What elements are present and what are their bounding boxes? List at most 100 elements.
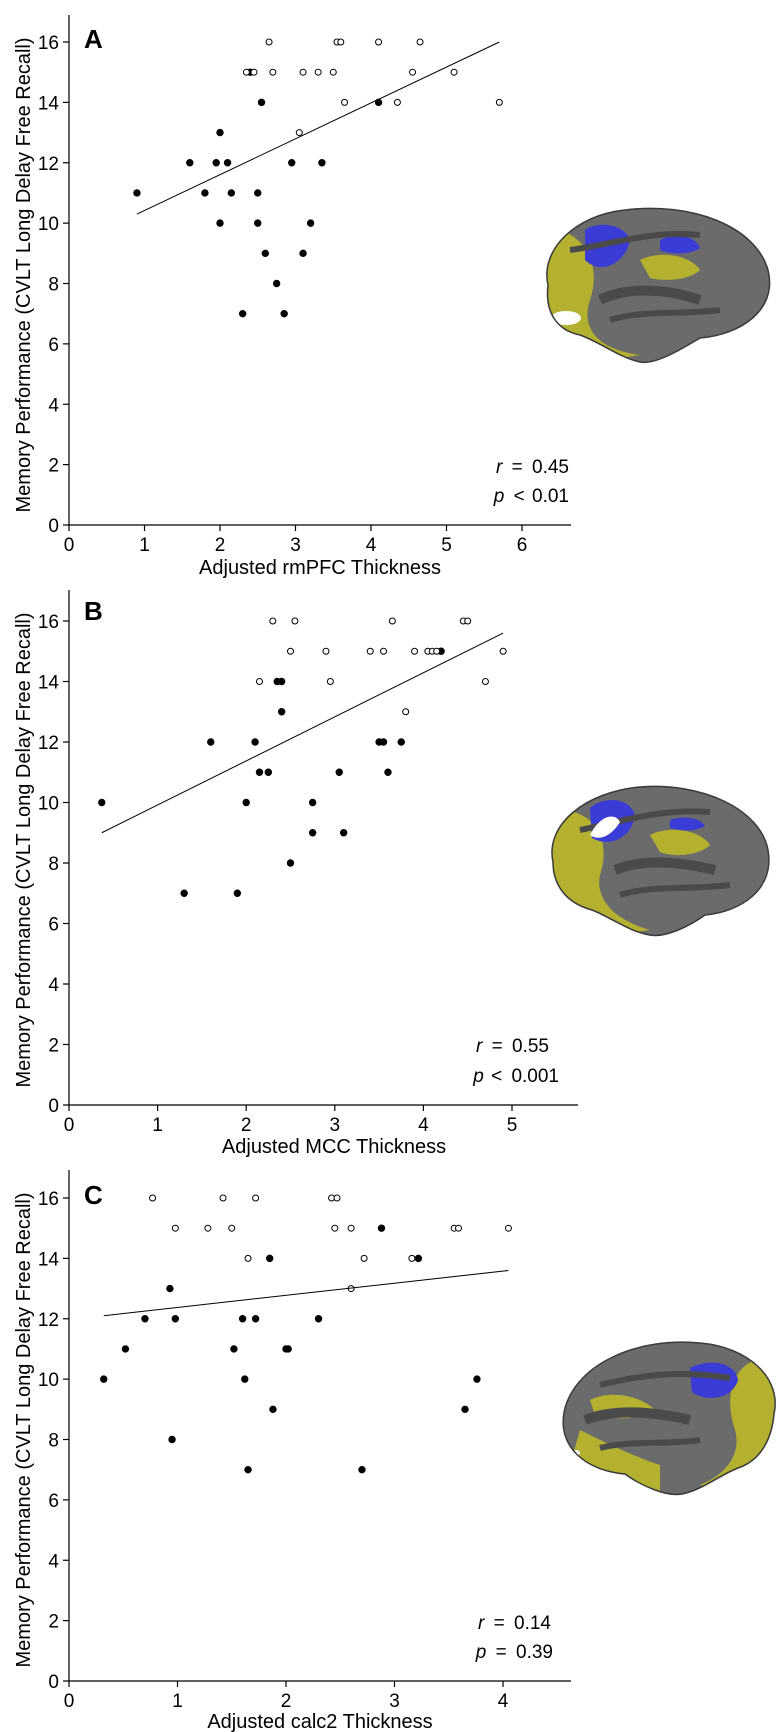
- panel-b-filled-point: [397, 738, 405, 746]
- panel-b-filled-point: [255, 768, 264, 776]
- panel-c-filled-point: [168, 1435, 176, 1444]
- panel-c-filled-point: [269, 1405, 277, 1414]
- panel-c-open-point: [331, 1224, 339, 1232]
- panel-c-y-tick-label: 10: [38, 1370, 59, 1391]
- panel-b-p-value: 0.001: [511, 1066, 559, 1087]
- panel-b-filled-point: [277, 708, 286, 716]
- panel-b-filled-point: [379, 738, 388, 746]
- panel-b-open-point: [326, 678, 334, 685]
- panel-b-regression-line: [101, 632, 504, 834]
- panel-b-filled-point: [242, 798, 250, 807]
- panel-b-x-tick-label: 0: [64, 1115, 75, 1136]
- panel-a-filled-point: [238, 309, 247, 318]
- panel-c-filled-point: [100, 1375, 108, 1383]
- panel-c-open-point: [219, 1194, 227, 1202]
- panel-b-filled-point: [277, 677, 286, 686]
- panel-b-filled-point: [339, 829, 348, 837]
- panel-c-filled-point: [284, 1345, 292, 1353]
- panel-c-y-tick-label: 4: [48, 1551, 59, 1572]
- panel-a-filled-point: [254, 189, 262, 197]
- panel-b-filled-point: [286, 859, 295, 867]
- panel-a-filled-point: [212, 159, 220, 167]
- panel-c-x-tick-label: 0: [64, 1691, 75, 1712]
- panel-b-open-point: [322, 647, 330, 655]
- panel-b-x-tick-label: 2: [241, 1115, 252, 1136]
- panel-c-p-symbol: p: [475, 1642, 487, 1663]
- panel-c-open-point: [244, 1254, 252, 1262]
- panel-b-stat-r: r = 0.55: [476, 1036, 549, 1057]
- panel-c-filled-point: [230, 1345, 238, 1353]
- panel-a-x-tick-label: 6: [517, 535, 528, 556]
- panel-a-y-tick-label: 8: [48, 275, 59, 296]
- panel-b-open-point: [380, 647, 388, 655]
- panel-b-filled-point: [207, 738, 215, 746]
- panel-b-open-point: [481, 678, 489, 685]
- panel-c-filled-point: [171, 1315, 180, 1323]
- panel-a-y-tick-label: 16: [38, 33, 59, 54]
- panel-b-y-tick-label: 4: [48, 975, 59, 996]
- panel-a-filled-point: [318, 159, 326, 167]
- panel-a-y-tick-label: 14: [38, 93, 60, 114]
- panel-a-x-tick-label: 5: [441, 535, 452, 556]
- panel-a-open-point: [299, 68, 307, 76]
- panel-b-filled-point: [180, 889, 188, 897]
- panel-a-filled-point: [216, 128, 224, 137]
- panel-a-x-label: Adjusted rmPFC Thickness: [199, 557, 441, 579]
- panel-c-letter: C: [84, 1180, 103, 1210]
- panel-c-filled-point: [141, 1315, 149, 1323]
- panel-b-filled-point: [251, 738, 259, 746]
- panel-a-open-point: [341, 98, 349, 106]
- panel-b-brain-image: [551, 785, 770, 937]
- panel-a-open-point: [393, 98, 401, 106]
- panel-c-x-label: Adjusted calc2 Thickness: [207, 1711, 432, 1732]
- panel-b-x-tick-label: 5: [507, 1115, 518, 1136]
- panel-c-y-tick-label: 0: [48, 1672, 59, 1693]
- panel-b-y-tick-label: 0: [48, 1096, 59, 1117]
- panel-c-filled-point: [121, 1345, 130, 1353]
- panel-a-open-point: [295, 129, 303, 137]
- panel-c-filled-point: [266, 1254, 274, 1263]
- panel-a-y-tick-label: 2: [48, 456, 59, 477]
- panel-b-filled-point: [335, 768, 343, 776]
- panel-a-y-tick-label: 4: [48, 395, 59, 416]
- panel-a-filled-point: [227, 189, 236, 197]
- panel-a-stat-p: p < 0.01: [493, 486, 569, 507]
- panel-c-open-point: [360, 1254, 368, 1262]
- panel-c-y-tick-label: 16: [38, 1189, 59, 1210]
- panel-c-y-tick-label: 6: [48, 1491, 59, 1512]
- panel-c-open-point: [252, 1194, 260, 1202]
- panel-a-x-tick-label: 0: [64, 535, 75, 556]
- panel-c-filled-point: [251, 1315, 260, 1323]
- panel-c-stat-p: p = 0.39: [475, 1642, 553, 1663]
- panel-a-filled-point: [272, 279, 281, 288]
- panel-a-p-sep: <: [514, 486, 525, 507]
- panel-a-open-point: [416, 38, 424, 46]
- panel-c-filled-point: [241, 1375, 249, 1383]
- panel-a-r-symbol: r: [496, 457, 503, 478]
- panel-a-regression-line: [136, 41, 500, 215]
- panel-b-y-tick-label: 2: [48, 1036, 59, 1057]
- panel-a-y-tick-label: 10: [38, 214, 59, 235]
- panel-a-x-tick-label: 4: [366, 535, 377, 556]
- panel-c-filled-point: [414, 1254, 423, 1263]
- panel-a-y-tick-label: 0: [48, 516, 59, 537]
- panel-a-points: [133, 38, 503, 318]
- panel-a-open-point: [409, 68, 417, 76]
- panel-a-filled-point: [201, 189, 209, 197]
- panel-a-open-point: [337, 38, 345, 46]
- panel-a-r-sep: =: [512, 457, 523, 478]
- panel-a-y-label: Memory Performance (CVLT Long Delay Free…: [13, 38, 35, 513]
- panel-b-x-tick-label: 4: [418, 1115, 429, 1136]
- panel-a-filled-point: [306, 219, 315, 227]
- panel-c-y-tick-label: 14: [38, 1249, 60, 1270]
- panel-b-open-point: [269, 617, 277, 625]
- panel-a-x-tick-label: 3: [290, 535, 301, 556]
- panel-c-y-tick-label: 2: [48, 1612, 59, 1633]
- panel-c-x-tick-label: 3: [389, 1691, 400, 1712]
- panel-b-open-point: [433, 647, 441, 655]
- panel-b-open-point: [366, 647, 374, 655]
